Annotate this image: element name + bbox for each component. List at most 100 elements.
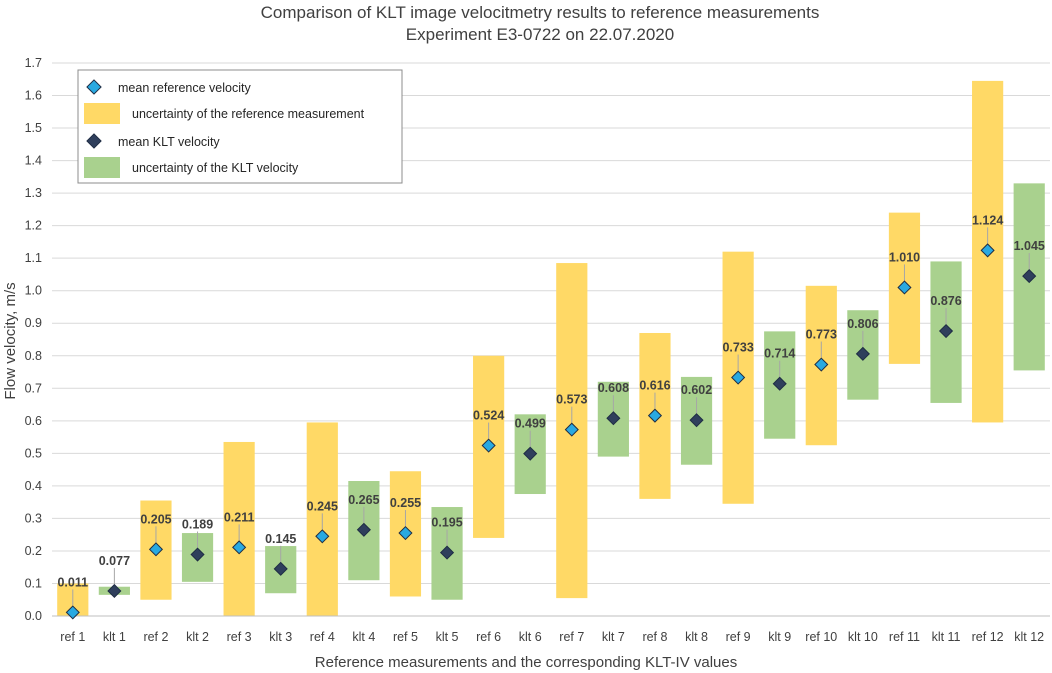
chart-title: Comparison of KLT image velocitmetry res… [261,3,820,22]
x-tick-label: ref 2 [143,630,168,644]
klt-mean-marker [107,583,122,599]
ref-mean-label: 0.011 [57,575,88,589]
klt-mean-label: 0.714 [764,347,795,361]
klt-mean-marker [356,522,371,537]
klt-mean-marker [772,376,787,391]
ref-mean-label: 0.524 [473,409,504,423]
y-tick-label: 0.3 [25,511,42,525]
y-tick-label: 0.0 [25,609,42,623]
ref-mean-label: 0.616 [639,379,670,393]
klt-mean-label: 0.602 [681,383,712,397]
x-tick-label: ref 10 [805,630,837,644]
ref-mean-marker [148,542,164,557]
y-tick-label: 1.1 [25,251,42,265]
klt-mean-marker [938,323,954,339]
klt-mean-marker [689,413,704,428]
x-axis-title: Reference measurements and the correspon… [315,654,737,671]
y-tick-label: 0.1 [25,576,42,590]
legend-label-ref-uncertainty: uncertainty of the reference measurement [132,107,365,121]
x-tick-label: ref 4 [310,630,335,644]
klt-mean-marker [523,446,538,461]
x-tick-label: klt 8 [685,630,708,644]
ref-mean-marker [814,357,829,372]
x-tick-label: ref 1 [60,630,85,644]
klt-mean-label: 0.195 [431,516,462,530]
chart-subtitle: Experiment E3-0722 on 22.07.2020 [406,25,674,44]
ref-mean-label: 1.010 [889,250,920,264]
x-tick-label: klt 4 [352,630,375,644]
legend-ref-bar-icon [84,103,120,124]
klt-mean-label: 0.189 [182,518,213,532]
ref-mean-marker [564,422,579,437]
klt-mean-label: 0.806 [847,317,878,331]
ref-mean-label: 1.124 [972,213,1003,227]
y-tick-label: 1.7 [25,56,42,70]
mean-markers [65,243,1037,620]
legend-label-klt-mean: mean KLT velocity [118,135,220,149]
ref-mean-marker [731,370,746,385]
y-tick-label: 0.5 [25,446,42,460]
grid-lines [52,62,1050,584]
y-tick-label: 0.9 [25,316,42,330]
klt-mean-label: 0.608 [598,381,629,395]
x-tick-label: ref 7 [559,630,584,644]
x-tick-label: ref 3 [227,630,252,644]
ref-mean-label: 0.733 [722,341,753,355]
ref-mean-marker [232,540,247,555]
y-tick-label: 0.7 [25,381,42,395]
y-tick-label: 1.5 [25,121,42,135]
klt-mean-marker [606,411,621,426]
x-tick-label: klt 1 [103,630,126,644]
ref-mean-label: 0.255 [390,496,421,510]
y-tick-label: 1.6 [25,89,42,103]
ref-mean-marker [398,525,413,541]
x-tick-label: klt 7 [602,630,625,644]
x-tick-label: ref 12 [972,630,1004,644]
klt-mean-marker [273,561,288,576]
ref-mean-label: 0.245 [307,499,338,513]
x-axis-ticks: ref 1 klt 1 ref 2 klt 2 ref 3 klt 3 ref 4 klt 4… [60,630,1044,644]
klt-mean-marker [1022,268,1037,284]
klt-mean-label: 0.077 [99,554,130,568]
x-tick-label: klt 3 [269,630,292,644]
ref-mean-label: 0.573 [556,393,587,407]
ref-mean-marker [647,408,663,423]
y-tick-label: 0.6 [25,414,42,428]
legend-klt-marker-icon [86,133,102,149]
klt-mean-label: 0.499 [515,417,546,431]
y-tick-label: 1.2 [25,219,42,233]
y-tick-label: 0.4 [25,479,42,493]
x-tick-label: ref 8 [642,630,667,644]
ref-mean-label: 0.211 [224,510,255,524]
x-tick-label: ref 6 [476,630,501,644]
legend-label-klt-uncertainty: uncertainty of the KLT velocity [132,161,299,175]
x-tick-label: ref 9 [726,630,751,644]
y-tick-label: 0.2 [25,544,42,558]
data-labels: 0.011 0.077 0.205 0.189 0.211 0.145 0.245 0.265… [57,213,1044,589]
klt-mean-marker [439,545,455,560]
y-tick-label: 1.4 [25,154,42,168]
legend: mean reference velocity uncertainty of t… [77,69,403,184]
x-tick-label: klt 9 [768,630,791,644]
ref-mean-marker [65,605,80,620]
x-tick-label: klt 2 [186,630,209,644]
legend-klt-bar-icon [84,157,120,178]
ref-mean-marker [980,243,995,258]
y-axis-title: Flow velocity, m/s [2,282,19,399]
y-axis-ticks: 0.0 0.1 0.2 0.3 0.4 0.5 0.6 0.7 0.8 0.9 1.0 1.1 1.2 1… [25,56,42,623]
x-tick-label: klt 6 [519,630,542,644]
klt-mean-label: 0.265 [348,493,379,507]
x-tick-label: ref 11 [889,630,920,644]
x-tick-label: ref 5 [393,630,418,644]
klt-mean-marker [190,547,205,562]
ref-mean-marker [897,280,912,295]
klt-mean-marker [855,346,870,361]
x-tick-label: klt 12 [1014,630,1044,644]
klt-mean-label: 1.045 [1014,239,1045,253]
ref-mean-label: 0.773 [806,328,837,342]
x-tick-label: klt 5 [436,630,459,644]
ref-mean-marker [481,438,496,453]
y-tick-label: 1.3 [25,186,42,200]
y-tick-label: 0.8 [25,349,42,363]
